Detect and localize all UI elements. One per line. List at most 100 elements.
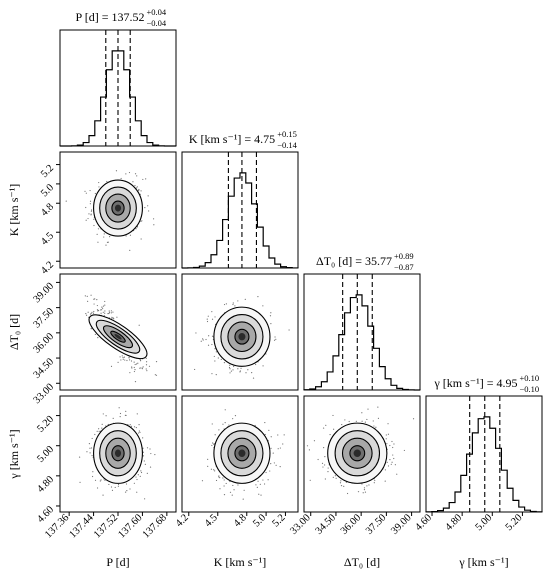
sample-point [106,180,108,183]
panel-K-dT0 [181,273,299,391]
sample-point [223,362,226,364]
sample-point [260,494,262,496]
sample-point [264,433,266,436]
sample-point [108,483,110,486]
sample-point [150,452,152,455]
sample-point [116,316,118,318]
sample-point [134,173,137,175]
hist-title-sup-P: +0.04 [147,7,167,17]
y-tick-label-K-3: 5.0 [39,182,56,199]
sample-point [89,452,91,454]
hist-title-gamma: γ [km s⁻¹] = 4.95 [434,376,518,390]
sample-point [364,421,366,423]
sample-point [373,425,375,427]
sample-point [237,300,239,302]
y-tick-label-gamma-3: 5.20 [35,414,56,435]
sample-point [128,359,131,361]
sample-point [136,413,138,415]
sample-point [137,190,140,192]
sample-point [100,312,102,314]
sample-point [117,483,120,486]
sample-point [85,312,87,315]
sample-point [111,316,113,318]
sample-point [93,218,95,220]
sample-point [136,478,138,481]
sample-point [219,488,221,490]
sample-point [88,443,91,445]
sample-point [102,305,105,307]
sample-point [98,428,100,430]
sample-point [214,434,216,436]
sample-point [118,407,120,409]
sample-point [223,303,226,306]
sample-point [232,302,234,304]
y-tick-label-dT0-3: 37.50 [32,306,56,330]
sample-point [134,381,137,383]
sample-point [215,351,217,353]
sample-point [231,494,233,496]
sample-point [233,489,235,491]
sample-point [124,359,126,361]
sample-point [78,456,81,458]
sample-point [107,241,109,243]
sample-point [91,475,94,478]
sample-point [143,460,145,462]
sample-point [373,482,375,484]
sample-point [384,469,386,471]
sample-point [108,310,110,312]
sample-point [387,465,390,467]
sample-point [106,241,109,243]
sample-point [105,244,107,246]
sample-point [114,486,116,489]
panel-frame-K-dT0 [181,273,299,391]
sample-point [101,306,103,308]
sample-point [112,311,114,313]
sample-point [86,295,88,297]
sample-point [79,481,81,483]
sample-point [237,484,239,486]
hist-frame-gamma [425,395,543,513]
sample-point [120,177,122,180]
sample-point [152,218,155,220]
sample-point [135,426,137,429]
sample-point [91,437,93,440]
sample-point [237,368,239,370]
x-tick-label-P-4: 137.68 [141,512,169,540]
sample-point [133,370,136,373]
hist-title-sub-K: −0.14 [277,140,297,150]
sample-point [206,318,208,320]
sample-point [313,440,316,442]
sample-point [229,364,231,366]
sample-point [207,344,210,346]
sample-point [140,238,142,240]
sample-point [100,479,102,481]
x-tick-label-gamma-1: 4.80 [444,512,465,533]
y-tick-label-dT0-1: 34.50 [32,356,56,380]
sample-point [119,356,121,358]
sample-point [97,309,100,312]
sample-point [84,295,86,297]
sample-point [245,372,247,374]
sample-point [242,498,244,500]
sample-point [210,468,212,470]
y-tick-label-gamma-2: 5.00 [35,444,56,465]
sample-point [255,363,257,366]
sample-point [138,430,140,432]
sample-point [207,458,209,461]
sample-point [96,487,99,489]
sample-point [218,429,220,431]
y-tick-label-K-0: 4.2 [39,260,56,277]
sample-point [317,458,319,461]
sample-point [306,445,309,447]
sample-point [279,465,281,468]
sample-point [392,454,394,456]
sample-point [90,294,92,296]
sample-point [389,444,391,447]
sample-point [96,304,98,307]
sample-point [125,414,127,417]
sample-point [273,339,276,341]
sample-point [387,423,389,425]
sample-point [262,479,264,481]
sample-point [232,303,234,306]
